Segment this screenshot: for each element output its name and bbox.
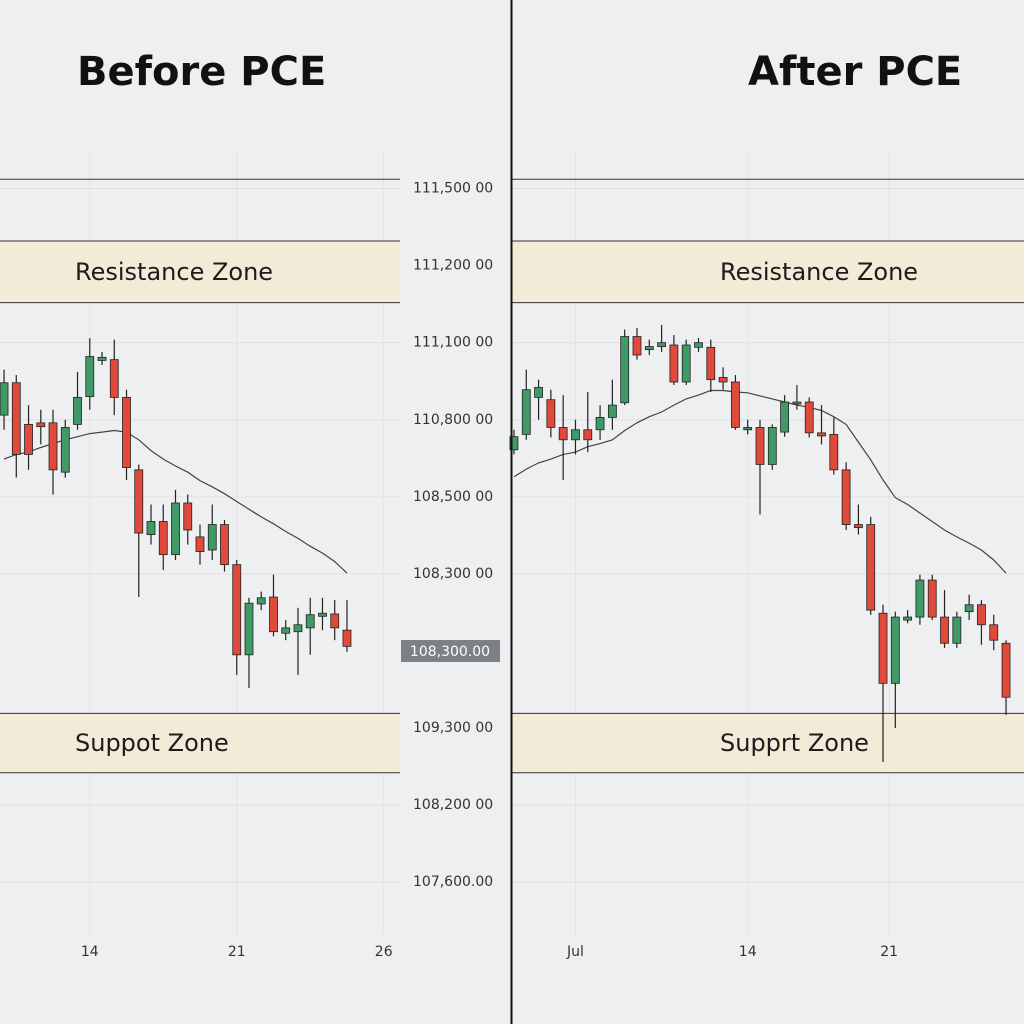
candle-body: [989, 624, 999, 641]
candle-body: [318, 612, 327, 617]
candle-body: [854, 524, 863, 529]
candle-body: [195, 536, 205, 552]
candle-body: [342, 629, 352, 647]
candle-body: [829, 433, 839, 471]
candle-body: [122, 397, 131, 468]
candle-body: [1001, 642, 1011, 698]
candle-body: [792, 401, 802, 405]
candle-body: [60, 427, 70, 473]
moving-average: [513, 389, 1007, 574]
candle-body: [146, 521, 156, 535]
candle-body: [731, 381, 740, 428]
y-tick-label: 108,500 00: [413, 489, 493, 505]
zone: [0, 713, 400, 773]
candle-body: [681, 344, 691, 383]
candle-body: [281, 627, 291, 634]
candle-body: [293, 624, 303, 633]
candle-body: [534, 386, 543, 398]
candle-body: [743, 427, 753, 431]
candle-body: [36, 422, 46, 428]
chart-title: Before PCE: [77, 49, 326, 95]
candle-body: [607, 404, 617, 418]
y-tick-label: 108,300 00: [413, 566, 493, 582]
candle-body: [571, 429, 580, 441]
x-tick-label: Jul: [566, 944, 584, 960]
candle-body: [940, 616, 949, 644]
candle-body: [669, 344, 679, 383]
candle-body: [183, 502, 193, 531]
price-tag: [401, 639, 500, 662]
price-tag-label: 108,300.00: [410, 644, 490, 660]
candle-body: [915, 579, 925, 618]
candle-body: [244, 602, 254, 656]
candle-body: [866, 524, 876, 611]
candle-body: [977, 604, 986, 626]
x-tick-label: 21: [228, 944, 246, 960]
candle-body: [657, 342, 666, 347]
y-tick-label: 111,100 00: [413, 335, 493, 351]
candle-body: [780, 401, 790, 433]
candle-body: [903, 616, 913, 621]
candle-body: [109, 359, 119, 398]
candle-body: [521, 389, 531, 435]
candle-body: [134, 469, 144, 534]
x-tick-label: 21: [880, 944, 898, 960]
y-tick-label: 111,500 00: [413, 181, 493, 197]
candle-body: [73, 397, 82, 425]
candle-body: [269, 596, 278, 633]
candle-body: [558, 427, 568, 441]
candle-body: [890, 616, 900, 684]
zone: [0, 240, 400, 303]
x-tick-label: 14: [739, 944, 757, 960]
candle-body: [509, 436, 519, 451]
candle-body: [706, 346, 716, 381]
zone-label: Suppot Zone: [75, 729, 229, 757]
x-tick-label: 26: [375, 944, 393, 960]
candle-body: [97, 356, 107, 361]
candle-body: [644, 346, 654, 351]
zone-label: Supprt Zone: [720, 729, 869, 757]
candle-body: [546, 399, 556, 428]
candle-body: [804, 401, 814, 434]
candle-body: [220, 524, 229, 566]
candle-body: [207, 524, 217, 551]
candle-body: [718, 376, 728, 383]
candle-body: [817, 432, 826, 437]
candle-body: [256, 597, 266, 605]
candle-body: [964, 604, 974, 613]
candle-body: [620, 336, 630, 404]
candle-body: [841, 469, 851, 525]
y-tick-label: 108,200 00: [413, 797, 493, 813]
candle-body: [927, 579, 937, 618]
y-tick-label: 109,300 00: [413, 720, 493, 736]
zone: [512, 240, 1024, 303]
candle-body: [595, 417, 605, 431]
candle-body: [85, 356, 95, 398]
y-tick-label: 111,200 00: [413, 258, 493, 274]
zone-label: Resistance Zone: [720, 258, 918, 286]
zone-label: Resistance Zone: [75, 258, 273, 286]
candle-body: [305, 614, 315, 629]
candle-body: [583, 429, 593, 441]
candle-body: [0, 382, 9, 416]
x-tick-label: 14: [81, 944, 99, 960]
candle-body: [755, 427, 765, 465]
candle-body: [694, 342, 703, 348]
candle-body: [232, 564, 242, 656]
candle-body: [632, 336, 642, 356]
candle-body: [158, 521, 168, 556]
y-tick-label: 110,800 00: [413, 412, 493, 428]
y-tick-label: 107,600.00: [413, 874, 493, 890]
zone: [512, 713, 1024, 773]
candle-body: [11, 382, 21, 455]
candle-body: [767, 427, 777, 465]
candle-body: [330, 613, 340, 629]
candle-body: [171, 502, 180, 556]
candle-body: [878, 612, 888, 684]
chart-title: After PCE: [748, 49, 962, 95]
candle-body: [48, 422, 58, 471]
candle-body: [952, 616, 962, 644]
candle-body: [24, 423, 33, 455]
